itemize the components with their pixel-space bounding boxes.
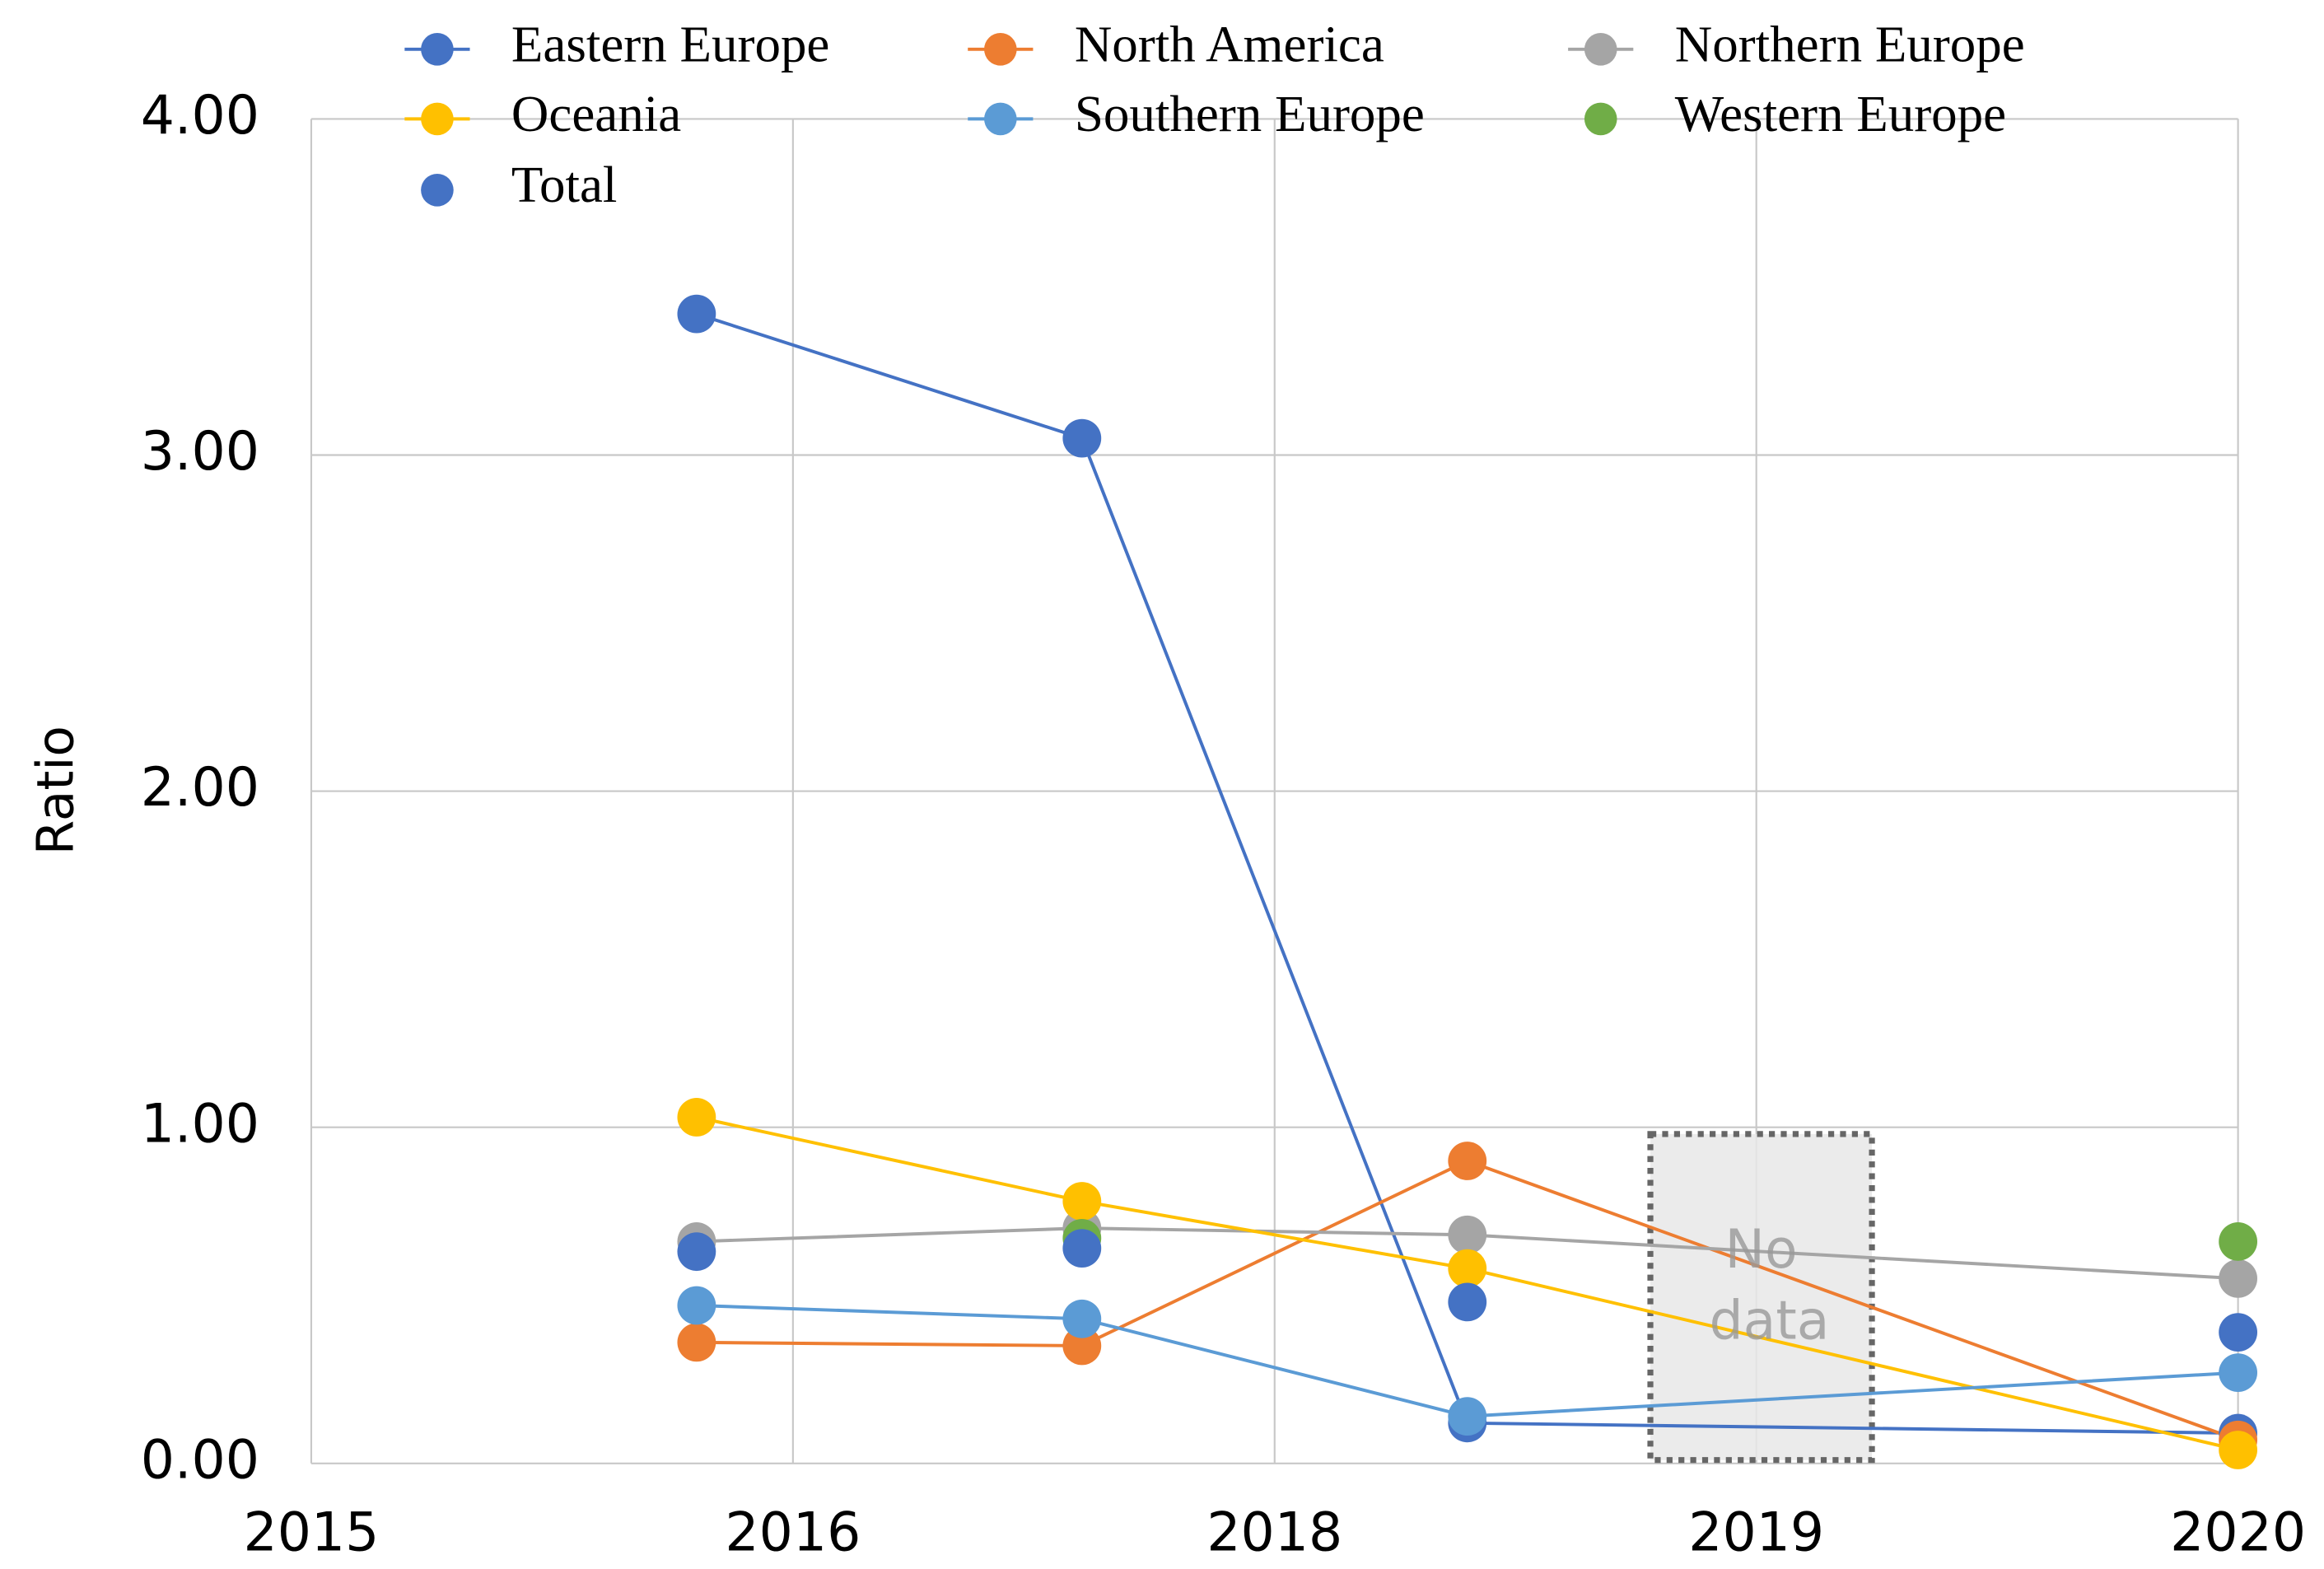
y-tick-label: 3.00 — [141, 421, 259, 483]
data-point — [1448, 1215, 1487, 1254]
data-point — [677, 1098, 716, 1137]
x-tick-label: 2015 — [244, 1502, 380, 1564]
y-tick-label: 2.00 — [141, 757, 259, 819]
data-point — [1448, 1142, 1487, 1180]
data-point — [1062, 1182, 1102, 1221]
legend-label: Northern Europe — [1675, 15, 2025, 72]
legend-marker — [421, 102, 454, 136]
legend-label: North America — [1075, 15, 1384, 72]
no-data-box — [1647, 1131, 1875, 1464]
data-point — [2219, 1222, 2258, 1261]
x-tick-label: 2019 — [1688, 1502, 1824, 1564]
data-point — [2219, 1431, 2258, 1469]
legend-label: Eastern Europe — [511, 15, 830, 72]
y-axis-label: Ratio — [27, 726, 86, 855]
data-point — [677, 1323, 716, 1362]
legend-marker — [421, 33, 454, 66]
legend-label: Total — [511, 156, 618, 213]
data-point — [1448, 1397, 1487, 1436]
legend-marker — [984, 102, 1017, 136]
y-tick-label: 0.00 — [141, 1429, 259, 1491]
y-tick-label: 1.00 — [141, 1093, 259, 1155]
legend-label: Southern Europe — [1075, 85, 1425, 142]
series-line — [696, 312, 2238, 1436]
series-line — [696, 1226, 2238, 1281]
data-point — [1448, 1249, 1487, 1288]
series-line — [696, 1304, 2238, 1418]
legend-marker — [984, 33, 1017, 66]
data-point — [1062, 1326, 1102, 1366]
data-point — [677, 294, 716, 334]
data-point — [2219, 1258, 2258, 1298]
x-tick-label: 2020 — [2170, 1502, 2306, 1564]
x-tick-label: 2018 — [1206, 1502, 1342, 1564]
legend-label: Oceania — [511, 85, 681, 142]
legend-marker — [1584, 102, 1617, 136]
data-point — [2219, 1353, 2258, 1392]
data-point — [1062, 1229, 1102, 1268]
series-line — [696, 1115, 2239, 1452]
data-point — [1448, 1282, 1487, 1322]
x-tick-label: 2016 — [725, 1502, 861, 1564]
data-point — [1062, 1299, 1102, 1338]
legend-marker — [421, 174, 454, 207]
annotation-container: No data — [1709, 1220, 1830, 1352]
data-point — [677, 1232, 716, 1272]
y-tick-label: 4.00 — [141, 85, 259, 147]
data-point — [1062, 418, 1102, 458]
legend-label: Western Europe — [1675, 85, 2006, 142]
series-line — [696, 1159, 2239, 1442]
legend-marker — [1584, 33, 1617, 66]
no-data-label: No data — [1709, 1220, 1830, 1352]
data-point — [2219, 1313, 2258, 1352]
data-point — [677, 1286, 716, 1325]
